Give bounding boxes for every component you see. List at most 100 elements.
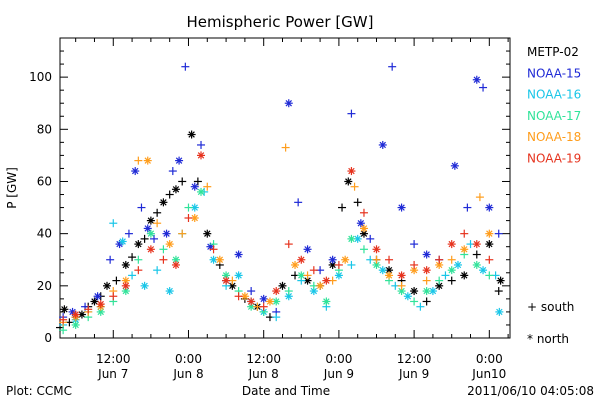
x-axis-label: Date and Time (242, 384, 330, 398)
north-point-noaa-19 (197, 151, 206, 160)
south-point-noaa-19 (460, 229, 469, 238)
north-point-metp-02 (485, 240, 494, 249)
north-point-metp-02 (344, 177, 353, 186)
north-point-noaa-19 (422, 266, 431, 275)
legend-entry-noaa-15: NOAA-15 (527, 66, 581, 80)
x-tick-date-label: Jun 9 (323, 367, 354, 381)
south-point-noaa-17 (359, 245, 368, 254)
north-point-noaa-17 (197, 187, 206, 196)
x-tick-date-label: Jun10 (471, 367, 506, 381)
north-point-metp-02 (146, 216, 155, 225)
south-point-noaa-18 (281, 143, 290, 152)
x-tick-time-label: 0:00 (476, 352, 503, 366)
north-point-noaa-18 (215, 255, 224, 264)
north-point-noaa-18 (460, 245, 469, 254)
south-point-noaa-15 (168, 167, 177, 176)
south-point-noaa-16 (416, 302, 425, 311)
north-point-noaa-18 (485, 229, 494, 238)
legend-entry-noaa-18: NOAA-18 (527, 130, 581, 144)
chart-title: Hemispheric Power [GW] (187, 13, 374, 31)
south-point-noaa-19 (184, 214, 193, 222)
south-point-noaa-19 (134, 266, 143, 275)
north-point-noaa-17 (96, 307, 105, 316)
north-point-noaa-15 (378, 140, 387, 149)
north-point-noaa-19 (472, 240, 481, 249)
legend-entry-noaa-17: NOAA-17 (527, 109, 581, 123)
south-point-noaa-19 (385, 255, 394, 264)
south-point-noaa-19 (309, 266, 318, 275)
north-point-noaa-19 (121, 281, 130, 290)
north-point-noaa-16 (234, 271, 243, 280)
north-point-metp-02 (159, 198, 168, 207)
y-tick-label: 20 (37, 279, 52, 293)
north-point-noaa-17 (472, 260, 481, 269)
south-point-noaa-15 (366, 234, 375, 243)
south-point-noaa-19 (284, 240, 293, 249)
north-point-noaa-15 (472, 75, 481, 84)
y-tick-label: 100 (29, 70, 52, 84)
south-point-noaa-18 (153, 219, 162, 228)
south-point-noaa-18 (350, 182, 359, 191)
north-point-noaa-18 (265, 297, 274, 306)
north-point-noaa-18 (341, 255, 350, 264)
north-point-noaa-18 (385, 271, 394, 280)
north-point-metp-02 (460, 271, 469, 280)
south-point-metp-02 (472, 250, 481, 259)
north-point-metp-02 (410, 287, 419, 296)
south-point-noaa-17 (410, 297, 419, 306)
south-point-noaa-18 (372, 255, 381, 264)
south-point-metp-02 (494, 287, 503, 296)
south-point-noaa-18 (134, 156, 143, 165)
north-point-noaa-19 (171, 260, 180, 269)
south-point-metp-02 (353, 198, 362, 207)
south-point-noaa-19 (435, 255, 444, 264)
north-point-metp-02 (103, 281, 112, 290)
south-point-noaa-19 (59, 315, 68, 324)
south-point-noaa-17 (159, 245, 168, 254)
north-point-noaa-19 (272, 287, 281, 296)
y-tick-label: 60 (37, 174, 52, 188)
north-point-noaa-19 (146, 245, 155, 254)
x-tick-time-label: 0:00 (175, 352, 202, 366)
south-point-noaa-15 (494, 229, 503, 238)
north-point-metp-02 (187, 130, 196, 139)
legend-entry-metp-02: METP-02 (527, 45, 579, 59)
south-point-metp-02 (338, 203, 347, 212)
plot-frame (59, 37, 511, 339)
north-point-noaa-15 (284, 99, 293, 108)
south-point-noaa-17 (59, 326, 68, 335)
north-point-noaa-18 (165, 240, 174, 249)
north-point-noaa-19 (71, 310, 80, 319)
south-point-metp-02 (128, 253, 137, 262)
north-point-noaa-15 (485, 203, 494, 212)
north-point-noaa-19 (96, 300, 105, 309)
south-point-noaa-15 (124, 229, 133, 238)
south-point-noaa-15 (150, 234, 159, 243)
north-point-noaa-15 (450, 161, 459, 170)
north-point-noaa-16 (403, 292, 412, 301)
south-point-noaa-19 (159, 255, 168, 264)
south-point-noaa-17 (485, 271, 494, 280)
south-point-noaa-19 (234, 292, 243, 301)
north-point-noaa-17 (422, 287, 431, 296)
legend-north-marker: * north (527, 332, 569, 346)
north-point-noaa-15 (259, 294, 268, 303)
north-point-noaa-15 (131, 167, 140, 176)
south-point-noaa-16 (153, 266, 162, 275)
y-tick-label: 40 (37, 227, 52, 241)
south-point-metp-02 (193, 177, 202, 186)
north-point-metp-02 (134, 240, 143, 249)
footer-plot-credit: Plot: CCMC (6, 384, 72, 398)
south-point-noaa-17 (435, 276, 444, 285)
footer-timestamp: 2011/06/10 04:05:08 (467, 384, 594, 398)
south-point-noaa-19 (209, 245, 218, 254)
south-point-metp-02 (422, 297, 431, 306)
north-point-noaa-16 (479, 266, 488, 275)
south-point-noaa-15 (197, 140, 206, 149)
north-point-noaa-17 (297, 271, 306, 280)
north-point-metp-02 (90, 297, 99, 306)
south-point-noaa-15 (388, 62, 397, 71)
